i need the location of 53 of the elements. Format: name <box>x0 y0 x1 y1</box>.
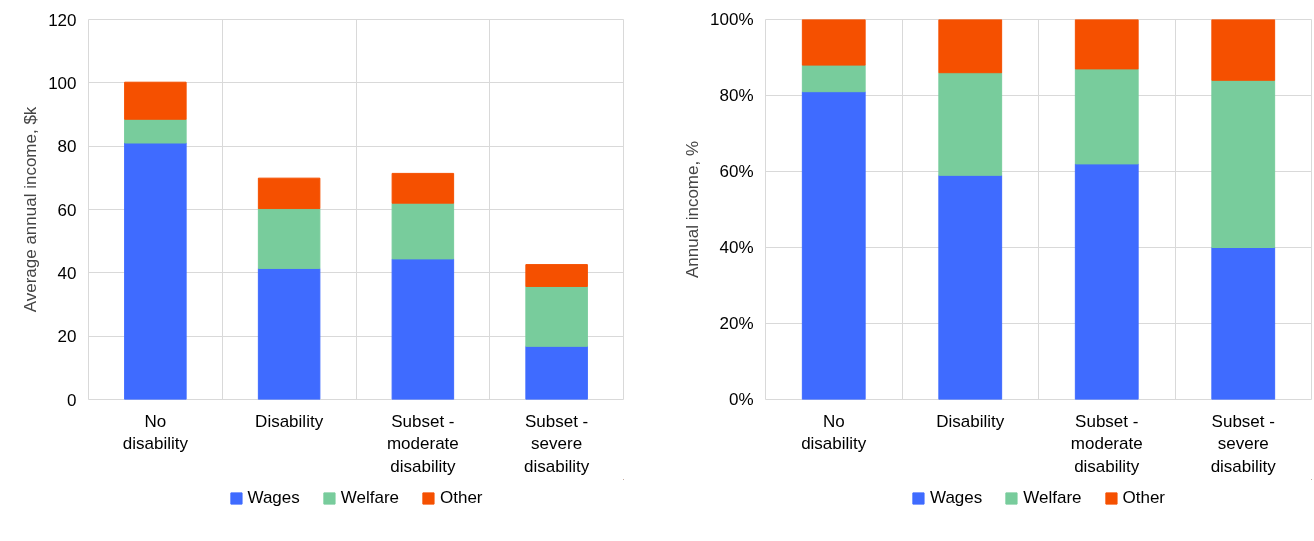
y-tick-label: 20 <box>57 327 77 347</box>
legend-label: Welfare <box>1023 488 1082 508</box>
bar <box>801 19 866 66</box>
bar <box>257 177 321 210</box>
legend-label: Wages <box>247 488 300 508</box>
bar <box>124 81 187 120</box>
y-tick-label: 80 <box>57 137 77 157</box>
bar <box>124 118 187 144</box>
y-tick-label: 60 <box>57 200 77 220</box>
x-tick-label: Subset - severe disability <box>524 411 590 477</box>
bar <box>938 72 1003 176</box>
x-tick-label: Subset - severe disability <box>1210 411 1277 477</box>
y-tick-label: 80% <box>719 86 754 105</box>
x-tick-label: Subset - moderate disability <box>386 411 459 477</box>
bar <box>525 285 588 347</box>
x-tick-label: No disability <box>801 411 867 454</box>
bar <box>1074 163 1139 400</box>
bar <box>391 202 455 260</box>
legend-label: Other <box>440 488 483 508</box>
bar <box>938 19 1003 74</box>
bar <box>391 258 455 400</box>
bar <box>391 172 455 204</box>
bar <box>124 142 187 400</box>
y-tick-label: 0% <box>728 390 754 409</box>
y-tick-label: 20% <box>719 314 754 333</box>
y-tick-label: 100% <box>710 10 754 29</box>
bar <box>801 91 866 400</box>
bar <box>801 64 866 93</box>
bar <box>525 264 588 287</box>
bar <box>1211 247 1276 400</box>
y-tick-label: 120 <box>48 10 77 30</box>
y-axis-title: Average annual income, $k <box>21 106 41 313</box>
bar <box>1211 79 1276 248</box>
x-tick-label: Disability <box>936 411 1005 431</box>
legend-label: Other <box>1122 488 1166 508</box>
bar <box>1211 19 1276 81</box>
y-tick-label: 40% <box>719 238 754 257</box>
x-tick-label: Subset - moderate disability <box>1070 411 1143 477</box>
legend-label: Welfare <box>340 488 400 508</box>
y-tick-label: 40 <box>57 263 77 283</box>
bar <box>257 267 321 400</box>
bar <box>1074 68 1139 165</box>
bar <box>257 208 321 269</box>
bar <box>525 345 588 400</box>
bar <box>938 174 1003 400</box>
y-tick-label: 100 <box>48 73 77 93</box>
y-tick-label: 60% <box>719 162 754 181</box>
bar <box>1074 19 1139 70</box>
y-axis-title: Annual income, % <box>683 140 703 279</box>
x-tick-label: Disability <box>255 411 324 431</box>
y-tick-label: 0 <box>67 390 77 410</box>
x-tick-label: No disability <box>122 411 189 454</box>
legend-label: Wages <box>929 488 983 508</box>
